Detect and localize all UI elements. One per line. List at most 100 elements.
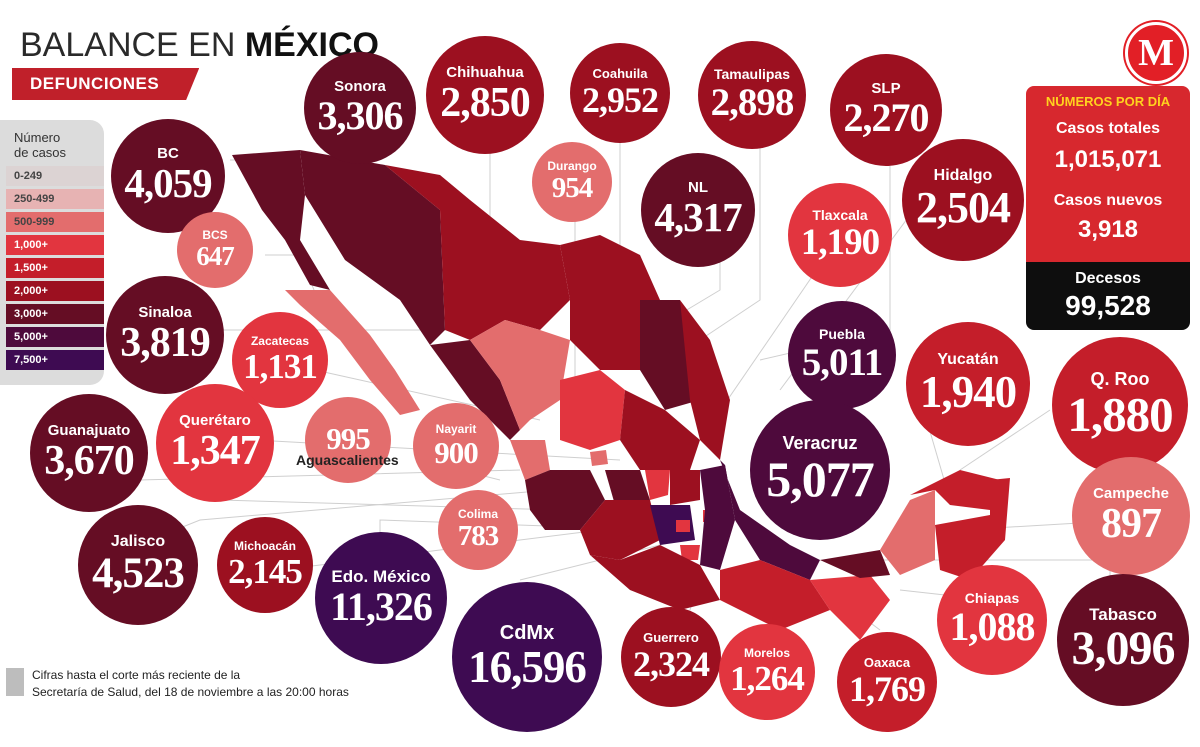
edomex-shape <box>650 505 695 545</box>
aguascalientes-shape <box>590 450 608 466</box>
state-name: Colima <box>457 507 498 521</box>
state-name: Veracruz <box>782 433 858 453</box>
state-value: 900 <box>434 435 479 470</box>
state-value: 4,523 <box>92 550 185 597</box>
state-bubble: BCS 647 <box>177 212 253 288</box>
state-value: 2,898 <box>710 81 795 124</box>
sonora-shape <box>300 150 445 345</box>
guerrero-shape <box>590 545 720 610</box>
daily-numbers-panel: NÚMEROS POR DÍA Casos totales 1,015,071 … <box>1026 86 1190 330</box>
state-name: Tabasco <box>1089 605 1157 624</box>
state-name: NL <box>688 179 708 196</box>
quintana-roo-shape <box>935 478 1010 580</box>
state-bubble: CdMx 16,596 <box>452 582 602 732</box>
state-value: 11,326 <box>330 584 433 629</box>
state-value: 3,819 <box>120 320 211 366</box>
legend-label: 3,000+ <box>14 308 48 320</box>
state-name: Puebla <box>819 326 865 342</box>
panel-bottom: Decesos 99,528 <box>1026 262 1190 330</box>
state-bubble: Campeche 897 <box>1072 457 1190 575</box>
title-light: BALANCE EN <box>20 26 245 64</box>
legend-item: 1,500+ <box>6 258 104 278</box>
state-bubble: Hidalgo 2,504 <box>902 139 1024 261</box>
legend-swatch <box>6 166 104 186</box>
state-name: Tlaxcala <box>812 207 868 223</box>
state-name: Campeche <box>1093 485 1169 502</box>
state-value: 1,190 <box>800 222 880 263</box>
legend-item: 3,000+ <box>6 304 104 324</box>
legend-label: 2,000+ <box>14 285 48 297</box>
state-value: 2,952 <box>582 80 659 120</box>
aguascalientes-label: Aguascalientes <box>296 452 399 468</box>
yucatan-shape <box>910 470 1000 510</box>
state-bubble: Q. Roo 1,880 <box>1052 337 1188 473</box>
legend-label: 5,000+ <box>14 331 48 343</box>
legend-item: 0-249 <box>6 166 104 186</box>
state-name: Durango <box>547 159 597 173</box>
zacatecas-shape <box>560 370 625 450</box>
state-name: Michoacán <box>233 539 296 553</box>
legend-label: 1,500+ <box>14 262 48 274</box>
state-name: Tamaulipas <box>714 66 790 82</box>
new-cases-value: 3,918 <box>1077 216 1139 243</box>
state-value: 5,011 <box>801 341 884 384</box>
state-bubble: Sinaloa 3,819 <box>106 276 224 394</box>
legend: Número de casos 0-249 250-499 500-999 1,000… <box>0 120 104 385</box>
state-value: 783 <box>457 520 500 552</box>
logo-letter: M <box>1138 32 1174 74</box>
state-value: 1,088 <box>949 604 1036 649</box>
state-bubble: Coahuila 2,952 <box>570 43 670 143</box>
michoacan-shape <box>580 500 660 560</box>
total-cases-value: 1,015,071 <box>1054 146 1162 173</box>
new-cases-label: Casos nuevos <box>1053 192 1163 209</box>
state-value: 3,096 <box>1071 622 1176 675</box>
legend-item: 1,000+ <box>6 235 104 255</box>
panel-top: NÚMEROS POR DÍA Casos totales 1,015,071 … <box>1026 86 1190 262</box>
jalisco-shape <box>525 470 605 530</box>
veracruz-shape <box>700 440 820 580</box>
durango-shape <box>470 320 570 430</box>
state-value: 995 <box>326 421 371 456</box>
legend-title-line1: Número <box>14 130 61 145</box>
guanajuato-shape <box>605 470 650 505</box>
state-value: 647 <box>196 241 235 271</box>
state-value: 1,769 <box>849 669 926 709</box>
legend-swatch <box>6 235 104 255</box>
state-bubble: Oaxaca 1,769 <box>837 632 937 732</box>
legend-item: 2,000+ <box>6 281 104 301</box>
state-name: Sinaloa <box>138 304 192 321</box>
total-cases-label: Casos totales <box>1055 120 1161 137</box>
legend-label: 1,000+ <box>14 239 48 251</box>
state-bubble: Nayarit 900 <box>413 403 499 489</box>
footnote: Cifras hasta el corte más reciente de la… <box>32 667 349 701</box>
legend-item: 250-499 <box>6 189 104 209</box>
state-value: 16,596 <box>468 642 587 692</box>
panel-heading: NÚMEROS POR DÍA <box>1045 94 1171 109</box>
state-bubble: Chiapas 1,088 <box>937 565 1047 675</box>
state-name: CdMx <box>499 622 555 644</box>
footnote-line2: Secretaría de Salud, del 18 de noviembre… <box>32 685 349 699</box>
legend-item: 7,500+ <box>6 350 104 370</box>
legend-label: 500-999 <box>14 216 55 228</box>
legend-label: 7,500+ <box>14 354 48 366</box>
state-bubble: Colima 783 <box>438 490 518 570</box>
legend-swatch <box>6 327 104 347</box>
state-value: 1,940 <box>919 367 1017 417</box>
legend-item: 500-999 <box>6 212 104 232</box>
state-bubble: Tamaulipas 2,898 <box>698 41 806 149</box>
legend-swatch <box>6 212 104 232</box>
state-name: Chiapas <box>964 590 1020 606</box>
state-bubble: Tlaxcala 1,190 <box>788 183 892 287</box>
hidalgo-shape <box>670 470 700 505</box>
state-bubble: Michoacán 2,145 <box>217 517 313 613</box>
state-bubble: Chihuahua 2,850 <box>426 36 544 154</box>
state-bubble: 995 <box>305 397 391 483</box>
state-value: 1,347 <box>170 428 261 474</box>
state-name: Zacatecas <box>250 334 310 348</box>
tabasco-shape <box>820 550 890 578</box>
legend-swatch <box>6 189 104 209</box>
state-bubble: Durango 954 <box>532 142 612 222</box>
state-value: 2,145 <box>228 552 303 591</box>
baja-california-sur-shape <box>285 290 420 415</box>
